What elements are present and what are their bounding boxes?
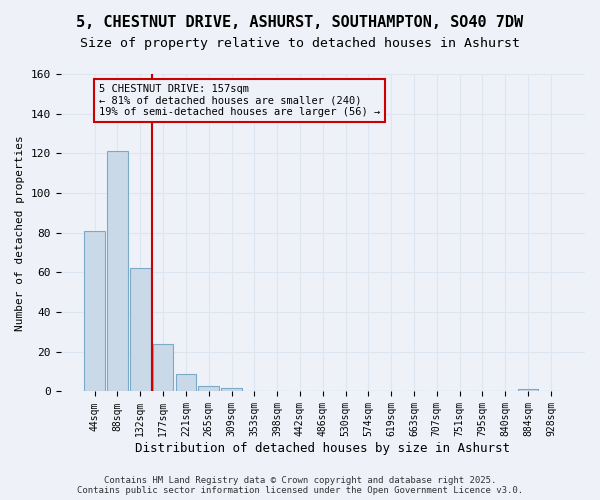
Bar [518, 390, 538, 392]
Text: 5 CHESTNUT DRIVE: 157sqm
← 81% of detached houses are smaller (240)
19% of semi-: 5 CHESTNUT DRIVE: 157sqm ← 81% of detach… [99, 84, 380, 117]
Text: Contains HM Land Registry data © Crown copyright and database right 2025.
Contai: Contains HM Land Registry data © Crown c… [77, 476, 523, 495]
Bar [107, 152, 128, 392]
Bar [153, 344, 173, 392]
Y-axis label: Number of detached properties: Number of detached properties [15, 135, 25, 330]
Bar [130, 268, 151, 392]
Text: 5, CHESTNUT DRIVE, ASHURST, SOUTHAMPTON, SO40 7DW: 5, CHESTNUT DRIVE, ASHURST, SOUTHAMPTON,… [76, 15, 524, 30]
X-axis label: Distribution of detached houses by size in Ashurst: Distribution of detached houses by size … [135, 442, 510, 455]
Bar [176, 374, 196, 392]
Bar [85, 231, 105, 392]
Bar [199, 386, 219, 392]
Bar [221, 388, 242, 392]
Text: Size of property relative to detached houses in Ashurst: Size of property relative to detached ho… [80, 38, 520, 51]
